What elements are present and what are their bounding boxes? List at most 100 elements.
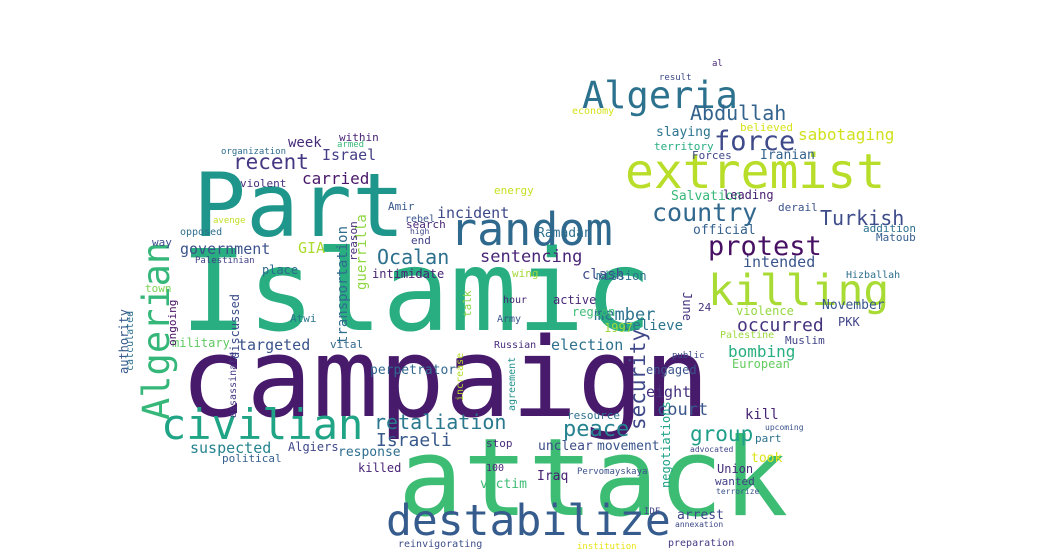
word: took — [751, 451, 783, 466]
word: talk — [461, 290, 474, 318]
word: killed — [358, 461, 402, 475]
word: Abdullah — [690, 101, 787, 125]
word: preparation — [668, 538, 735, 549]
word: political — [222, 452, 282, 465]
word: violence — [736, 304, 794, 318]
word: perpetrator — [370, 363, 457, 378]
word: violent — [240, 177, 287, 190]
word: intended — [743, 253, 816, 271]
word: bombing — [728, 342, 796, 361]
word: random — [450, 203, 613, 256]
word: Russian — [494, 340, 537, 351]
word: sabotaging — [798, 125, 895, 144]
word: Israel — [322, 146, 377, 164]
word: reason — [347, 221, 360, 261]
word: ongoing — [166, 299, 179, 346]
word: Amir — [388, 200, 415, 213]
word: court — [657, 400, 709, 420]
word: official — [693, 223, 756, 238]
word: wing — [512, 267, 539, 280]
word: IDF — [644, 507, 661, 517]
word: incident — [437, 204, 510, 222]
word: hour — [503, 295, 528, 306]
word: Algeria — [582, 74, 738, 117]
word: town — [145, 282, 172, 295]
word: energy — [494, 184, 534, 197]
word: place — [262, 263, 299, 277]
word: agreement — [507, 356, 518, 411]
word: high — [410, 227, 430, 236]
word: destabilize — [386, 496, 671, 546]
word: Forces — [692, 149, 732, 162]
word: terrorize — [716, 487, 760, 496]
word: result — [659, 73, 692, 83]
word: retaliation — [374, 410, 507, 434]
word: security — [626, 328, 650, 430]
word: sentencing — [480, 247, 583, 267]
word: search — [406, 218, 446, 231]
word: clash — [582, 267, 625, 283]
word: Part — [193, 154, 405, 257]
word: government — [180, 240, 271, 258]
word: assassinate — [228, 351, 239, 418]
word: mission — [596, 269, 647, 283]
word: June — [680, 292, 694, 321]
word: public — [672, 351, 705, 361]
word: Israeli — [376, 430, 452, 451]
word: occurred — [737, 315, 824, 336]
word: Hizballah — [846, 270, 901, 281]
word: Salvation — [671, 189, 742, 204]
word: eight — [646, 383, 692, 401]
word: Union — [717, 462, 754, 476]
word: targeted — [238, 336, 311, 354]
word: campaign — [180, 314, 710, 442]
word: Ocalan — [377, 245, 450, 269]
word: economy — [572, 106, 615, 117]
word: Army — [497, 314, 522, 325]
word: European — [732, 357, 790, 371]
word: victim — [480, 477, 527, 492]
word: Iraq — [537, 469, 569, 484]
word: 1997 — [604, 321, 633, 335]
word: country — [652, 198, 758, 227]
word: end — [411, 234, 431, 247]
word: annexation — [675, 520, 724, 529]
word: member — [594, 305, 656, 325]
word: organization — [221, 147, 287, 157]
word: derail — [778, 201, 818, 214]
word: Palestine — [720, 330, 775, 341]
word: avenge — [213, 216, 246, 226]
word: GIA — [298, 239, 326, 257]
word: armed — [337, 140, 365, 150]
word: group — [690, 422, 754, 446]
word: 24 — [698, 301, 712, 314]
word: response — [338, 445, 401, 460]
word: Palestinian — [195, 256, 255, 266]
word: military — [172, 336, 230, 350]
word: advocated — [690, 445, 734, 454]
word: rebel — [405, 214, 436, 225]
word: killing — [708, 266, 890, 316]
word: way — [152, 236, 172, 249]
word: Algiers — [288, 440, 339, 454]
word: Muslim — [785, 334, 825, 347]
word: addition — [863, 222, 916, 235]
word: election — [551, 336, 624, 354]
word: resource — [567, 409, 620, 422]
word: region — [572, 305, 616, 319]
word: peace — [563, 417, 630, 442]
word: increase — [455, 352, 466, 401]
word: stop — [486, 437, 513, 450]
word: intimidate — [372, 267, 445, 281]
word: PKK — [838, 315, 860, 329]
word: movement — [597, 439, 660, 454]
word: force — [714, 126, 796, 157]
word: negotiations — [659, 401, 673, 488]
word: discussed — [228, 293, 242, 359]
word: 100 — [486, 463, 505, 474]
word: protest — [708, 231, 822, 262]
word: Iranian — [760, 148, 815, 163]
word: institution — [577, 542, 637, 551]
word: Matoub — [876, 231, 916, 244]
